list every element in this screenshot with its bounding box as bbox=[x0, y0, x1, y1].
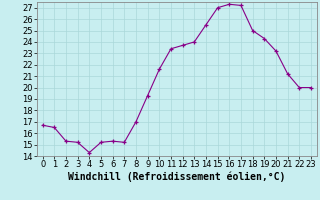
X-axis label: Windchill (Refroidissement éolien,°C): Windchill (Refroidissement éolien,°C) bbox=[68, 172, 285, 182]
